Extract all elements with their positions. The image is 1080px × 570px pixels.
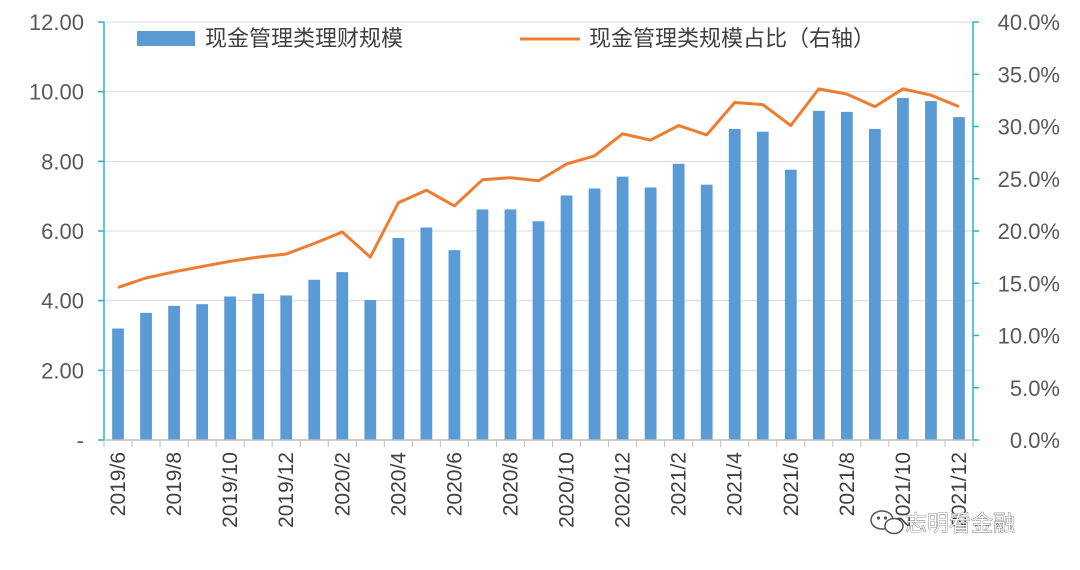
right-tick-label: 25.0% <box>998 167 1060 192</box>
bar <box>616 176 629 440</box>
bar <box>728 128 741 440</box>
bar <box>840 111 853 441</box>
axes: - 2.00 4.00 6.00 8.00 10.00 12.00 0.0% 5.0% 10.0%… <box>29 10 1060 528</box>
bar <box>280 295 293 440</box>
bar <box>588 188 601 440</box>
x-tick-label: 2020/2 <box>331 452 354 516</box>
x-tick-label: 2021/10 <box>892 452 915 528</box>
bar <box>700 184 713 440</box>
x-tick-label: 2020/6 <box>443 452 466 516</box>
right-tick-label: 0.0% <box>1010 428 1060 453</box>
legend-swatch-bar <box>137 31 195 46</box>
right-tick-label: 10.0% <box>998 324 1060 349</box>
right-tick-label: 30.0% <box>998 115 1060 140</box>
x-tick-label: 2020/4 <box>387 452 410 517</box>
x-tick-label: 2021/6 <box>780 452 803 516</box>
bar <box>168 305 180 440</box>
left-tick-label: - <box>77 428 84 453</box>
bar <box>420 227 433 440</box>
bar <box>140 312 152 440</box>
right-tick-label: 5.0% <box>1010 376 1060 401</box>
bar <box>812 110 825 440</box>
x-tick-label: 2019/8 <box>163 452 186 516</box>
left-tick-label: 12.00 <box>29 10 84 35</box>
bar <box>756 131 769 440</box>
bar <box>784 169 797 440</box>
legend-label-bar: 现金管理类理财规模 <box>205 27 403 52</box>
x-tick-label: 2019/10 <box>219 452 242 528</box>
bar <box>252 293 265 440</box>
left-tick-label: 6.00 <box>41 219 84 244</box>
bar <box>392 237 405 440</box>
bar <box>476 209 489 440</box>
bar <box>308 279 321 440</box>
wechat-icon <box>870 510 904 535</box>
bar-series <box>112 97 965 441</box>
bar <box>336 272 349 440</box>
bar <box>925 101 937 441</box>
x-tick-label: 2019/12 <box>275 452 298 528</box>
left-tick-label: 2.00 <box>41 358 84 383</box>
bar <box>897 97 909 440</box>
bar <box>224 296 237 440</box>
bar <box>560 195 573 440</box>
bar <box>953 117 965 440</box>
x-tick-label: 2020/10 <box>556 452 579 528</box>
bar <box>532 221 545 440</box>
right-tick-label: 15.0% <box>998 271 1060 296</box>
bar <box>644 187 657 440</box>
x-tick-label: 2021/8 <box>836 452 859 516</box>
watermark-text: 志明看金融 <box>905 512 1015 537</box>
left-tick-label: 8.00 <box>41 149 84 174</box>
x-tick-label: 2021/4 <box>724 452 747 517</box>
share-line <box>117 87 960 289</box>
x-tick-label: 2020/12 <box>612 452 635 528</box>
bar <box>448 250 461 440</box>
bar <box>504 209 517 440</box>
right-tick-label: 40.0% <box>998 10 1060 35</box>
legend-label-line: 现金管理类规模占比（右轴） <box>589 27 875 52</box>
watermark: 志明看金融 <box>870 510 1015 537</box>
x-tick-label: 2019/6 <box>107 452 130 516</box>
left-tick-label: 4.00 <box>41 289 84 314</box>
legend: 现金管理类理财规模 现金管理类规模占比（右轴） <box>137 27 875 52</box>
bar <box>364 299 377 440</box>
bar <box>112 328 124 440</box>
line-series <box>117 87 960 289</box>
x-tick-label: 2021/2 <box>668 452 691 516</box>
bar <box>672 163 685 440</box>
bar <box>196 304 208 440</box>
bar <box>869 128 881 440</box>
x-tick-label: 2020/8 <box>499 452 522 516</box>
x-tick-label: 2021/12 <box>948 452 971 528</box>
left-tick-label: 10.00 <box>29 80 84 105</box>
right-tick-label: 20.0% <box>998 219 1060 244</box>
right-tick-label: 35.0% <box>998 62 1060 87</box>
